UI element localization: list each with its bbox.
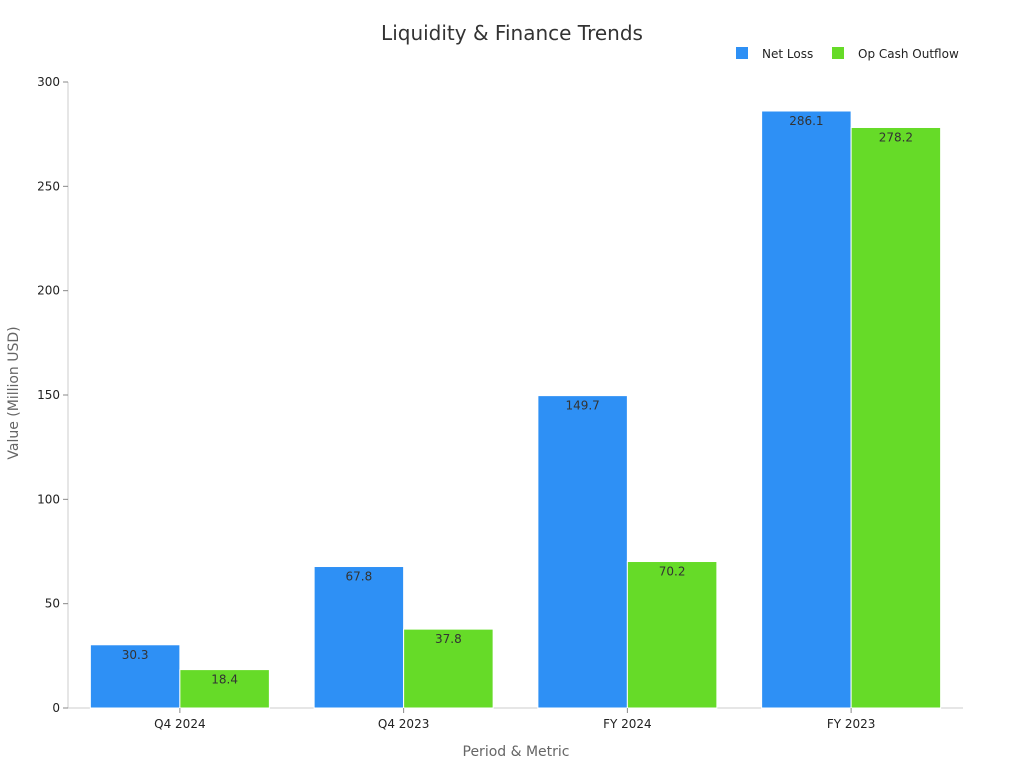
data-label-op-cash-outflow: 70.2 [659,565,686,579]
y-tick-label: 150 [37,388,60,402]
x-tick-label: Q4 2024 [154,717,205,731]
data-label-net-loss: 67.8 [346,570,373,584]
legend-swatch-op-cash-outflow [832,47,844,59]
x-tick-label: Q4 2023 [378,717,429,731]
y-tick-label: 300 [37,75,60,89]
legend: Net Loss Op Cash Outflow [736,47,959,61]
x-axis-label: Period & Metric [463,744,570,760]
y-tick-label: 50 [45,597,60,611]
legend-swatch-net-loss [736,47,748,59]
bar-op-cash-outflow [179,669,270,709]
y-tick-label: 200 [37,284,60,298]
data-label-op-cash-outflow: 278.2 [879,130,913,144]
data-label-op-cash-outflow: 37.8 [435,632,462,646]
chart-title: Liquidity & Finance Trends [381,21,643,45]
bar-op-cash-outflow [626,561,718,709]
bar-op-cash-outflow [850,126,942,709]
bar-net-loss [313,566,405,709]
bar-net-loss [761,110,852,709]
y-tick-label: 0 [52,701,60,715]
y-ticks: 0 50 100 150 200 250 300 [37,75,68,715]
bar-net-loss [537,395,628,709]
x-tick-label: FY 2023 [827,717,876,731]
data-label-net-loss: 30.3 [122,648,149,662]
data-label-op-cash-outflow: 18.4 [211,673,238,687]
bars: 30.3 18.4 67.8 37.8 149.7 70.2 286.1 278.2 [89,110,942,709]
data-label-net-loss: 286.1 [789,114,823,128]
y-axis-label: Value (Million USD) [6,326,22,459]
data-label-net-loss: 149.7 [565,399,599,413]
legend-label-net-loss: Net Loss [762,47,813,61]
x-tick-label: FY 2024 [603,717,652,731]
y-tick-label: 250 [37,179,60,193]
y-tick-label: 100 [37,492,60,506]
x-ticks: Q4 2024 Q4 2023 FY 2024 FY 2023 [154,708,875,731]
legend-label-op-cash-outflow: Op Cash Outflow [858,47,959,61]
bar-op-cash-outflow [403,628,494,709]
